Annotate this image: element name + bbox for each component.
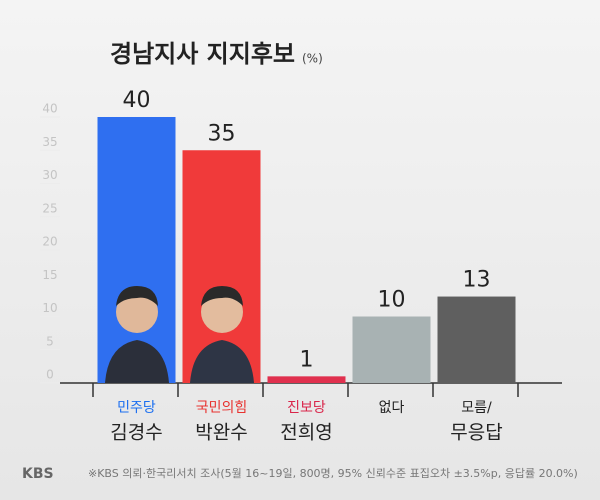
y-tick-label: 30 bbox=[42, 168, 57, 182]
y-tick-label: 20 bbox=[42, 235, 57, 249]
y-tick-label: 10 bbox=[42, 301, 57, 315]
y-tick-label: 15 bbox=[42, 268, 57, 282]
photo-hair bbox=[116, 286, 158, 306]
footnote: ※KBS 의뢰·한국리서치 조사(5월 16~19일, 800명, 95% 신뢰… bbox=[88, 466, 578, 480]
value-label: 1 bbox=[300, 347, 314, 372]
value-label: 40 bbox=[123, 88, 151, 113]
bar bbox=[267, 376, 346, 383]
photos bbox=[105, 286, 254, 383]
y-tick-label: 25 bbox=[42, 201, 57, 215]
photo-suit bbox=[105, 340, 169, 383]
y-tick-label: 0 bbox=[46, 368, 54, 382]
y-tick-label: 35 bbox=[42, 135, 57, 149]
value-label: 13 bbox=[463, 268, 491, 293]
category-label: 없다 bbox=[379, 400, 405, 416]
logo: KBS bbox=[22, 466, 54, 482]
unit: (%) bbox=[302, 52, 323, 66]
category-name: 전희영 bbox=[280, 422, 332, 444]
y-tick-label: 5 bbox=[46, 334, 54, 348]
value-label: 35 bbox=[208, 121, 236, 146]
photo-suit bbox=[190, 340, 254, 383]
category-name: 김경수 bbox=[110, 422, 162, 444]
value-label: 10 bbox=[378, 288, 406, 313]
bar bbox=[352, 316, 431, 383]
photo-head bbox=[201, 291, 243, 333]
category-label: 민주당 bbox=[117, 400, 156, 416]
category-name: 박완수 bbox=[195, 422, 247, 444]
category-label: 국민의힘 bbox=[196, 400, 248, 416]
category-label: 모름/ bbox=[461, 400, 492, 416]
y-tick-label: 40 bbox=[42, 102, 57, 116]
chart-title: 경남지사 지지후보 bbox=[110, 40, 295, 68]
photo-hair bbox=[201, 286, 243, 306]
category-label: 진보당 bbox=[287, 400, 326, 416]
photo-head bbox=[116, 291, 158, 333]
bar bbox=[437, 296, 516, 383]
category-name: 무응답 bbox=[450, 422, 502, 444]
bar bbox=[97, 117, 176, 383]
